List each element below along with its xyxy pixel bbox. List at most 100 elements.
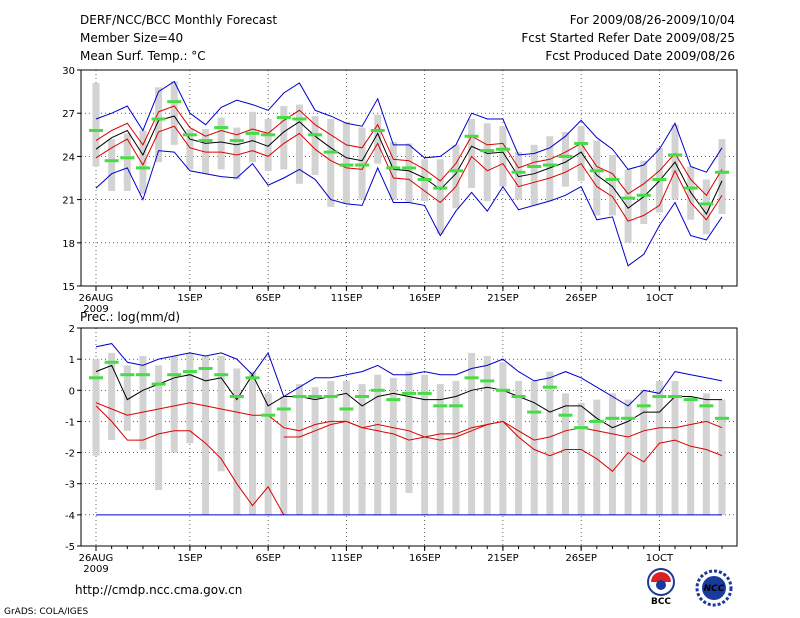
prec-marker — [182, 370, 197, 374]
prec-xtick-label: 1SEP — [177, 553, 202, 564]
temp-range-box — [342, 121, 350, 204]
prec-marker — [308, 395, 323, 399]
temp-range-box — [170, 81, 178, 145]
temp-line-min — [95, 150, 723, 267]
prec-marker — [151, 382, 166, 386]
temp-range-box — [108, 139, 116, 191]
temp-xtick-label: 26SEP — [565, 293, 596, 304]
prec-marker — [355, 395, 370, 399]
temp-marker — [636, 193, 651, 197]
prec-marker — [652, 395, 667, 399]
prec-range-box — [452, 380, 460, 515]
prec-marker — [589, 419, 604, 423]
prec-range-box — [327, 380, 335, 515]
temp-xtick-label: 26AUG — [79, 293, 114, 304]
temp-range-box — [530, 144, 538, 206]
bcc-logo-text: BCC — [651, 597, 671, 607]
temp-range-box — [577, 126, 585, 181]
temp-range-box — [593, 140, 601, 216]
prec-ytick-label: 2 — [69, 324, 75, 335]
prec-range-box — [280, 396, 288, 515]
temp-range-box — [562, 131, 569, 187]
prec-range-box — [577, 402, 585, 515]
bcc-logo: BCC — [647, 568, 675, 607]
prec-marker — [699, 404, 714, 408]
temp-marker — [323, 150, 338, 154]
prec-range-box — [702, 393, 710, 515]
prec-range-box — [436, 384, 444, 515]
prec-marker — [120, 373, 135, 377]
prec-range-box — [640, 390, 648, 515]
prec-ytick-label: -4 — [65, 511, 75, 522]
prec-range-box — [139, 356, 147, 450]
prec-marker — [323, 395, 338, 399]
temp-marker — [104, 159, 119, 163]
temp-marker — [448, 169, 463, 173]
temp-marker — [402, 166, 416, 170]
temp-range-box — [389, 142, 397, 200]
temp-marker — [558, 154, 573, 158]
temp-range-box — [311, 116, 319, 176]
temp-range-box — [327, 118, 335, 207]
prec-ytick-label: -3 — [65, 480, 75, 491]
prec-marker — [89, 376, 103, 380]
temp-marker — [229, 139, 244, 143]
temp-xtick-label: 16SEP — [409, 293, 440, 304]
prec-range-box — [170, 356, 178, 453]
prec-range-box — [295, 384, 303, 515]
temp-range-box — [499, 126, 507, 187]
temp-range-box — [702, 179, 710, 235]
prec-marker — [167, 373, 182, 377]
ncc-logo-disc — [702, 576, 726, 600]
prec-xtick-label: 26SEP — [565, 553, 596, 564]
temp-line-max — [95, 80, 723, 173]
temp-range-box — [624, 169, 632, 243]
prec-range-box — [468, 352, 476, 515]
prec-xtick-label: 16SEP — [409, 553, 440, 564]
source-url[interactable]: http://cmdp.ncc.cma.gov.cn — [75, 583, 242, 597]
prec-range-box — [483, 356, 491, 515]
prec-marker — [542, 385, 557, 389]
temp-marker — [386, 166, 401, 170]
bcc-logo-swirl — [651, 572, 671, 582]
prec-range-box — [155, 365, 163, 490]
temp-xtick-label: 1SEP — [177, 293, 202, 304]
prec-marker — [464, 376, 479, 380]
temp-marker — [292, 117, 307, 121]
prec-marker — [214, 373, 229, 377]
temp-xtick-label: 11SEP — [331, 293, 362, 304]
refer-date: Fcst Started Refer Date 2009/08/25 — [521, 31, 735, 45]
temp-marker — [151, 117, 166, 121]
temp-marker — [605, 177, 620, 181]
prec-range-box — [546, 371, 554, 515]
temp-marker — [214, 126, 229, 130]
member-size: Member Size=40 — [80, 31, 183, 45]
temp-marker — [417, 177, 432, 181]
prec-ytick-label: 0 — [69, 386, 75, 397]
temp-range-box — [405, 143, 413, 203]
prec-xtick-label: 21SEP — [487, 553, 518, 564]
prec-xtick-label: 1OCT — [646, 553, 674, 564]
prec-marker — [621, 416, 636, 420]
prec-marker — [636, 404, 651, 408]
temp-range-box — [123, 133, 131, 191]
temp-range-box — [233, 127, 241, 180]
temp-range-box — [436, 159, 444, 235]
temp-marker — [261, 133, 276, 137]
prec-line-max — [95, 343, 723, 407]
prec-marker — [386, 398, 401, 402]
prec-marker — [370, 388, 385, 392]
temp-xtick-label: 21SEP — [487, 293, 518, 304]
temp-ytick-label: 30 — [62, 66, 75, 77]
temp-marker — [370, 128, 385, 132]
temp-marker — [308, 133, 323, 137]
prec-marker — [104, 360, 119, 364]
prec-marker — [511, 395, 526, 399]
prec-marker — [135, 373, 150, 377]
temp-ytick-label: 21 — [62, 196, 75, 207]
prec-ytick-label: -1 — [65, 417, 75, 428]
prec-marker — [292, 395, 307, 399]
temp-xtick-label: 1OCT — [646, 293, 674, 304]
prec-marker — [480, 379, 495, 383]
produced-date: Fcst Produced Date 2009/08/26 — [545, 49, 735, 63]
